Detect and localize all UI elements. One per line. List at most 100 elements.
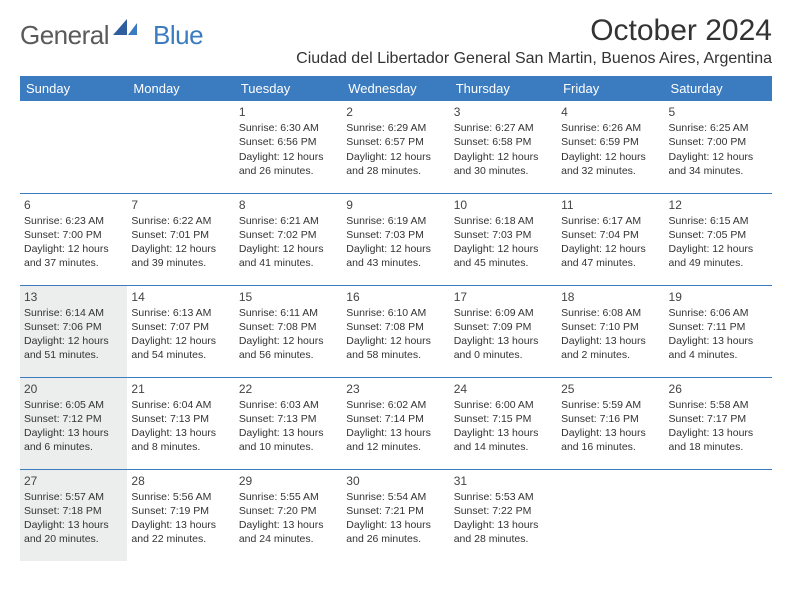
day-number: 27: [24, 473, 123, 489]
daylight-line: Daylight: 12 hours and 45 minutes.: [454, 242, 553, 270]
daylight-line: Daylight: 13 hours and 14 minutes.: [454, 426, 553, 454]
calendar-cell: 30Sunrise: 5:54 AMSunset: 7:21 PMDayligh…: [342, 469, 449, 561]
daylight-line: Daylight: 12 hours and 54 minutes.: [131, 334, 230, 362]
sunrise-line: Sunrise: 5:54 AM: [346, 490, 445, 504]
calendar-cell: 24Sunrise: 6:00 AMSunset: 7:15 PMDayligh…: [450, 377, 557, 469]
daylight-line: Daylight: 12 hours and 34 minutes.: [669, 150, 768, 178]
day-number: 13: [24, 289, 123, 305]
day-number: 2: [346, 104, 445, 120]
daylight-line: Daylight: 12 hours and 39 minutes.: [131, 242, 230, 270]
calendar-cell: 23Sunrise: 6:02 AMSunset: 7:14 PMDayligh…: [342, 377, 449, 469]
daylight-line: Daylight: 13 hours and 20 minutes.: [24, 518, 123, 546]
day-header: Tuesday: [235, 76, 342, 101]
sunrise-line: Sunrise: 6:30 AM: [239, 121, 338, 135]
sunrise-line: Sunrise: 6:26 AM: [561, 121, 660, 135]
sunrise-line: Sunrise: 6:05 AM: [24, 398, 123, 412]
daylight-line: Daylight: 12 hours and 32 minutes.: [561, 150, 660, 178]
calendar-cell: 18Sunrise: 6:08 AMSunset: 7:10 PMDayligh…: [557, 285, 664, 377]
logo: General Blue: [20, 20, 203, 51]
sunset-line: Sunset: 7:00 PM: [669, 135, 768, 149]
day-header: Wednesday: [342, 76, 449, 101]
calendar-cell: [557, 469, 664, 561]
sunrise-line: Sunrise: 6:06 AM: [669, 306, 768, 320]
sunrise-line: Sunrise: 6:29 AM: [346, 121, 445, 135]
day-number: 19: [669, 289, 768, 305]
day-header: Sunday: [20, 76, 127, 101]
logo-flag-icon: [113, 19, 141, 44]
calendar-week-row: 1Sunrise: 6:30 AMSunset: 6:56 PMDaylight…: [20, 101, 772, 193]
sunrise-line: Sunrise: 6:21 AM: [239, 214, 338, 228]
day-number: 26: [669, 381, 768, 397]
sunset-line: Sunset: 7:08 PM: [346, 320, 445, 334]
sunset-line: Sunset: 7:06 PM: [24, 320, 123, 334]
logo-text-general: General: [20, 20, 109, 51]
sunrise-line: Sunrise: 6:10 AM: [346, 306, 445, 320]
day-number: 20: [24, 381, 123, 397]
calendar-week-row: 20Sunrise: 6:05 AMSunset: 7:12 PM Dayligh…: [20, 377, 772, 469]
sunrise-line: Sunrise: 6:09 AM: [454, 306, 553, 320]
calendar-cell: 2Sunrise: 6:29 AMSunset: 6:57 PMDaylight…: [342, 101, 449, 193]
sunrise-line: Sunrise: 6:23 AM: [24, 214, 123, 228]
sunset-line: Sunset: 6:59 PM: [561, 135, 660, 149]
location: Ciudad del Libertador General San Martin…: [296, 50, 772, 68]
daylight-line: Daylight: 13 hours and 0 minutes.: [454, 334, 553, 362]
sunrise-line: Sunrise: 5:58 AM: [669, 398, 768, 412]
calendar-cell: [20, 101, 127, 193]
calendar-cell: 8Sunrise: 6:21 AMSunset: 7:02 PMDaylight…: [235, 193, 342, 285]
daylight-line: Daylight: 13 hours and 22 minutes.: [131, 518, 230, 546]
day-number: 6: [24, 197, 123, 213]
daylight-line: Daylight: 13 hours and 28 minutes.: [454, 518, 553, 546]
day-header-row: SundayMondayTuesdayWednesdayThursdayFrid…: [20, 76, 772, 101]
day-number: 29: [239, 473, 338, 489]
calendar-page: General Blue October 2024 Ciudad del Lib…: [0, 0, 792, 581]
sunset-line: Sunset: 7:09 PM: [454, 320, 553, 334]
day-number: 22: [239, 381, 338, 397]
sunrise-line: Sunrise: 6:17 AM: [561, 214, 660, 228]
calendar-week-row: 6Sunrise: 6:23 AMSunset: 7:00 PMDaylight…: [20, 193, 772, 285]
day-number: 5: [669, 104, 768, 120]
day-number: 15: [239, 289, 338, 305]
sunset-line: Sunset: 7:18 PM: [24, 504, 123, 518]
calendar-cell: 29Sunrise: 5:55 AMSunset: 7:20 PMDayligh…: [235, 469, 342, 561]
daylight-line: Daylight: 12 hours and 47 minutes.: [561, 242, 660, 270]
logo-text-blue: Blue: [153, 20, 203, 51]
header: General Blue October 2024 Ciudad del Lib…: [20, 14, 772, 68]
daylight-line: Daylight: 12 hours and 41 minutes.: [239, 242, 338, 270]
day-number: 16: [346, 289, 445, 305]
day-header: Friday: [557, 76, 664, 101]
sunset-line: Sunset: 7:14 PM: [346, 412, 445, 426]
calendar-cell: 7Sunrise: 6:22 AMSunset: 7:01 PMDaylight…: [127, 193, 234, 285]
calendar-cell: 22Sunrise: 6:03 AMSunset: 7:13 PMDayligh…: [235, 377, 342, 469]
sunrise-line: Sunrise: 6:11 AM: [239, 306, 338, 320]
day-number: 1: [239, 104, 338, 120]
sunset-line: Sunset: 7:19 PM: [131, 504, 230, 518]
calendar-cell: 17Sunrise: 6:09 AMSunset: 7:09 PMDayligh…: [450, 285, 557, 377]
title-block: October 2024 Ciudad del Libertador Gener…: [296, 14, 772, 68]
day-number: 9: [346, 197, 445, 213]
sunrise-line: Sunrise: 6:13 AM: [131, 306, 230, 320]
sunset-line: Sunset: 7:21 PM: [346, 504, 445, 518]
calendar-cell: 25Sunrise: 5:59 AMSunset: 7:16 PMDayligh…: [557, 377, 664, 469]
calendar-cell: 15Sunrise: 6:11 AMSunset: 7:08 PMDayligh…: [235, 285, 342, 377]
calendar-cell: [665, 469, 772, 561]
sunrise-line: Sunrise: 6:19 AM: [346, 214, 445, 228]
calendar-cell: 21Sunrise: 6:04 AMSunset: 7:13 PMDayligh…: [127, 377, 234, 469]
daylight-line: Daylight: 13 hours and 8 minutes.: [131, 426, 230, 454]
day-number: 12: [669, 197, 768, 213]
daylight-line: Daylight: 12 hours and 56 minutes.: [239, 334, 338, 362]
calendar-cell: 13Sunrise: 6:14 AMSunset: 7:06 PMDayligh…: [20, 285, 127, 377]
sunset-line: Sunset: 7:20 PM: [239, 504, 338, 518]
calendar-cell: 9Sunrise: 6:19 AMSunset: 7:03 PMDaylight…: [342, 193, 449, 285]
calendar-cell: 16Sunrise: 6:10 AMSunset: 7:08 PMDayligh…: [342, 285, 449, 377]
daylight-line: Daylight: 13 hours and 18 minutes.: [669, 426, 768, 454]
sunset-line: Sunset: 7:12 PM: [24, 412, 123, 426]
daylight-line: Daylight: 12 hours and 30 minutes.: [454, 150, 553, 178]
calendar-head: SundayMondayTuesdayWednesdayThursdayFrid…: [20, 76, 772, 101]
sunset-line: Sunset: 7:17 PM: [669, 412, 768, 426]
calendar-week-row: 13Sunrise: 6:14 AMSunset: 7:06 PMDayligh…: [20, 285, 772, 377]
day-number: 14: [131, 289, 230, 305]
sunrise-line: Sunrise: 5:53 AM: [454, 490, 553, 504]
sunset-line: Sunset: 7:07 PM: [131, 320, 230, 334]
sunrise-line: Sunrise: 6:27 AM: [454, 121, 553, 135]
calendar-cell: 5Sunrise: 6:25 AMSunset: 7:00 PMDaylight…: [665, 101, 772, 193]
